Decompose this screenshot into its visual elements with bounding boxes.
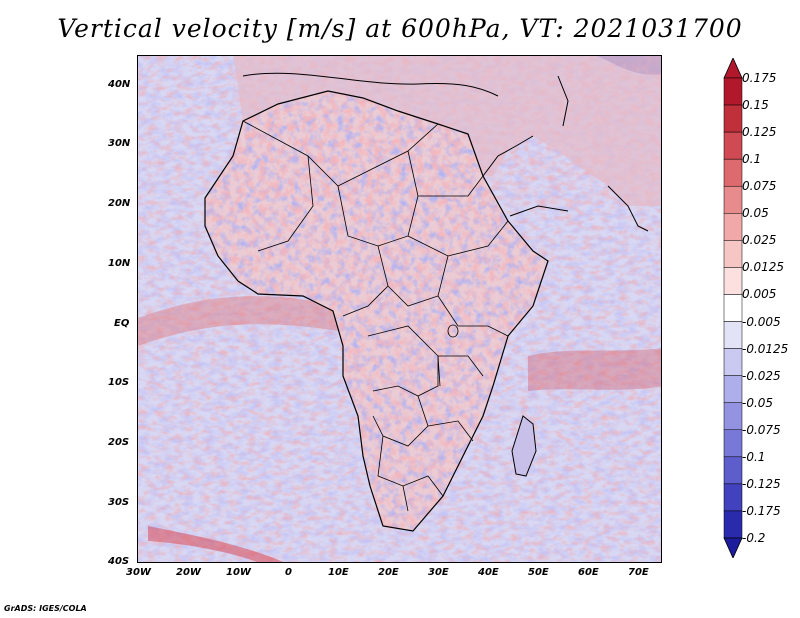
- credit-text: GrADS: IGES/COLA: [4, 604, 87, 613]
- colorbar-level-label: 0.0125: [742, 260, 784, 275]
- colorbar: [723, 58, 743, 558]
- lon-tick-label: 0: [285, 567, 292, 578]
- colorbar-level-label: -0.175: [742, 503, 781, 518]
- map-canvas: [138, 56, 661, 562]
- lat-tick-label: 40S: [108, 556, 130, 567]
- eurasia-texture: [233, 56, 661, 206]
- colorbar-level-label: 0.025: [742, 233, 777, 248]
- indian-ocean-ascent-band: [528, 348, 661, 391]
- colorbar-swatch: [723, 131, 743, 160]
- colorbar-level-label: 0.15: [742, 98, 769, 113]
- colorbar-top-arrow: [723, 58, 743, 79]
- lon-tick-label: 70E: [628, 567, 649, 578]
- lat-tick-label: 30N: [108, 138, 131, 149]
- colorbar-swatch: [723, 185, 743, 214]
- lat-tick-label: 20N: [108, 198, 131, 209]
- lat-tick-label: 40N: [108, 79, 131, 90]
- colorbar-level-label: 0.005: [742, 287, 777, 302]
- lon-tick-label: 50E: [528, 567, 549, 578]
- colorbar-swatch: [723, 483, 743, 512]
- colorbar-level-label: -0.0125: [742, 341, 789, 356]
- colorbar-level-label: -0.05: [742, 395, 774, 410]
- lat-tick-label: 10S: [108, 377, 130, 388]
- colorbar-swatch: [723, 321, 743, 349]
- chart-title: Vertical velocity [m/s] at 600hPa, VT: 2…: [57, 14, 743, 43]
- lon-tick-label: 40E: [478, 567, 499, 578]
- colorbar-swatch: [723, 402, 743, 431]
- colorbar-level-label: -0.1: [742, 449, 766, 464]
- colorbar-level-label: -0.005: [742, 314, 781, 329]
- lon-tick-label: 20W: [176, 567, 201, 578]
- colorbar-level-label: 0.05: [742, 206, 769, 221]
- africa-coastline: [204, 90, 549, 532]
- colorbar-level-label: -0.025: [742, 368, 781, 383]
- country-borders: [242, 120, 509, 512]
- colorbar-level-label: -0.2: [742, 531, 766, 545]
- colorbar-level-label: 0.075: [742, 179, 777, 194]
- colorbar-swatch: [723, 104, 743, 133]
- lat-tick-label: 20S: [108, 437, 130, 448]
- colorbar-swatch: [723, 267, 743, 295]
- colorbar-level-label: 0.125: [742, 125, 777, 140]
- lon-tick-label: 30E: [428, 567, 449, 578]
- colorbar-swatch: [723, 240, 743, 268]
- colorbar-level-label: -0.125: [742, 476, 781, 491]
- south-atlantic-front: [148, 526, 284, 562]
- colorbar-swatch: [723, 77, 743, 106]
- colorbar-swatch: [723, 348, 743, 376]
- colorbar-level-label: -0.075: [742, 422, 781, 437]
- lon-tick-label: 10E: [328, 567, 349, 578]
- lon-tick-label: 30W: [126, 567, 151, 578]
- colorbar-swatch: [723, 158, 743, 187]
- madagascar-outline: [511, 415, 537, 477]
- lon-tick-label: 20E: [378, 567, 399, 578]
- sea-coastlines: [242, 72, 649, 232]
- colorbar-bottom-arrow: [723, 537, 743, 558]
- lat-tick-label: EQ: [114, 318, 130, 329]
- lake-tanganyika: [437, 355, 441, 387]
- itcz-ascent-band: [138, 296, 338, 346]
- colorbar-swatch: [723, 375, 743, 403]
- colorbar-level-label: 0.1: [742, 152, 762, 167]
- colorbar-swatch: [723, 294, 743, 322]
- colorbar-swatch: [723, 510, 743, 539]
- colorbar-swatch: [723, 429, 743, 458]
- lat-tick-label: 30S: [108, 497, 130, 508]
- colorbar-swatch: [723, 456, 743, 485]
- colorbar-swatch: [723, 213, 743, 241]
- map-panel: [137, 55, 662, 563]
- lake-victoria: [447, 324, 459, 338]
- lon-tick-label: 10W: [226, 567, 251, 578]
- lat-tick-label: 10N: [108, 258, 131, 269]
- colorbar-level-label: 0.175: [742, 71, 777, 85]
- lon-tick-label: 60E: [578, 567, 599, 578]
